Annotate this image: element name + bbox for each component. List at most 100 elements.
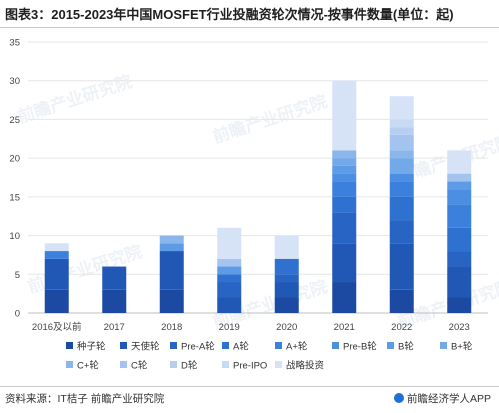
bars — [44, 80, 472, 313]
x-tick-label: 2022 — [391, 322, 412, 333]
legend-label: B+轮 — [451, 341, 473, 353]
legend-swatch — [66, 361, 73, 368]
bar-segment — [389, 150, 414, 159]
bar-segment — [217, 274, 242, 283]
legend-swatch — [66, 342, 73, 349]
legend: 种子轮 天使轮 Pre-A轮 A轮 A+轮 Pre-B轮 B轮 B+轮 C+轮 C轮 D轮 Pre-I… — [66, 341, 473, 372]
bar-segment — [332, 150, 357, 159]
bar-segment — [44, 251, 69, 259]
bar-segment — [332, 165, 357, 174]
bar-segment — [159, 243, 184, 252]
legend-swatch — [387, 342, 394, 349]
bar-segment — [217, 266, 242, 275]
bar-segment — [389, 127, 414, 135]
bar-segment — [389, 119, 414, 128]
legend-label: 战略投资 — [286, 360, 325, 372]
brand-logo-icon — [393, 393, 404, 403]
legend-label: C+轮 — [77, 360, 99, 372]
watermark-text: 前瞻产业研究院 — [15, 71, 134, 127]
bar-segment — [159, 235, 184, 244]
x-tick-label: 2021 — [334, 322, 355, 333]
legend-label: 种子轮 — [77, 341, 106, 353]
legend-label: Pre-B轮 — [343, 341, 377, 353]
bar-segment — [217, 258, 242, 267]
bar-segment — [332, 196, 357, 213]
brand-label: 前瞻经济学人APP — [393, 391, 491, 406]
bar-segment — [447, 173, 472, 182]
bar-segment — [332, 158, 357, 166]
bar-segment — [102, 289, 127, 313]
legend-swatch — [120, 342, 127, 349]
bar-segment — [447, 251, 472, 267]
source-note: 资料来源：IT桔子 前瞻产业研究院 — [5, 393, 165, 405]
legend-label: C轮 — [131, 360, 148, 372]
bar-segment — [447, 204, 472, 228]
bar-segment — [389, 173, 414, 182]
legend-swatch — [275, 361, 282, 368]
title-divider — [0, 27, 499, 28]
y-tick-label: 30 — [9, 76, 20, 87]
legend-swatch — [170, 361, 177, 368]
bar-segment — [102, 266, 127, 290]
legend-swatch — [332, 342, 339, 349]
bar-segment — [389, 289, 414, 313]
bar-segment — [447, 150, 472, 174]
footer-divider — [0, 386, 499, 387]
bar-segment — [44, 243, 69, 252]
x-tick-label: 2016及以前 — [32, 321, 82, 333]
legend-swatch — [440, 342, 447, 349]
bar-segment — [159, 289, 184, 313]
legend-label: A+轮 — [286, 341, 308, 353]
bar-segment — [274, 282, 299, 298]
legend-label: A轮 — [233, 341, 249, 353]
legend-swatch — [222, 342, 229, 349]
bar-segment — [447, 181, 472, 190]
bar-segment — [389, 134, 414, 151]
y-tick-label: 35 — [9, 38, 20, 49]
bar-segment — [44, 258, 69, 290]
bar-segment — [274, 235, 299, 259]
bar-segment — [44, 289, 69, 313]
bar-segment — [332, 80, 357, 151]
legend-label: D轮 — [181, 360, 198, 372]
chart-title: 图表3：2015-2023年中国MOSFET行业投融资轮次情况-按事件数量(单位… — [5, 7, 454, 22]
y-tick-label: 0 — [15, 309, 20, 320]
legend-swatch — [275, 342, 282, 349]
bar-segment — [159, 251, 184, 290]
legend-label: Pre-IPO — [233, 361, 267, 372]
bar-segment — [274, 258, 299, 275]
bar-segment — [274, 297, 299, 313]
bar-segment — [389, 196, 414, 221]
bar-segment — [447, 266, 472, 298]
legend-label: 天使轮 — [131, 341, 160, 353]
bar-segment — [389, 181, 414, 197]
watermark-text: 前瞻产业研究院 — [25, 241, 144, 297]
y-tick-label: 25 — [9, 115, 20, 126]
bar-segment — [389, 220, 414, 244]
bar-segment — [332, 243, 357, 283]
x-tick-label: 2019 — [219, 322, 240, 333]
bar-segment — [332, 282, 357, 313]
bar-segment — [389, 158, 414, 174]
bar-segment — [332, 212, 357, 244]
watermark-text: 前瞻产业研究院 — [210, 91, 329, 147]
legend-label: B轮 — [398, 341, 414, 353]
y-tick-label: 20 — [9, 154, 20, 165]
bar-segment — [274, 274, 299, 283]
bar-segment — [447, 297, 472, 313]
bar-segment — [447, 227, 472, 252]
x-tick-label: 2020 — [276, 322, 297, 333]
legend-swatch — [170, 342, 177, 349]
brand-text: 前瞻经济学人APP — [406, 393, 491, 405]
bar-segment — [217, 227, 242, 259]
bar-segment — [217, 282, 242, 298]
x-axis: 2016及以前 2017 2018 2019 2020 2021 2022 2023 — [32, 321, 470, 333]
bar-segment — [217, 297, 242, 313]
y-tick-label: 5 — [15, 270, 20, 281]
y-tick-label: 10 — [9, 231, 20, 242]
bar-segment — [332, 173, 357, 182]
bar-segment — [389, 96, 414, 120]
x-tick-label: 2017 — [104, 322, 125, 333]
